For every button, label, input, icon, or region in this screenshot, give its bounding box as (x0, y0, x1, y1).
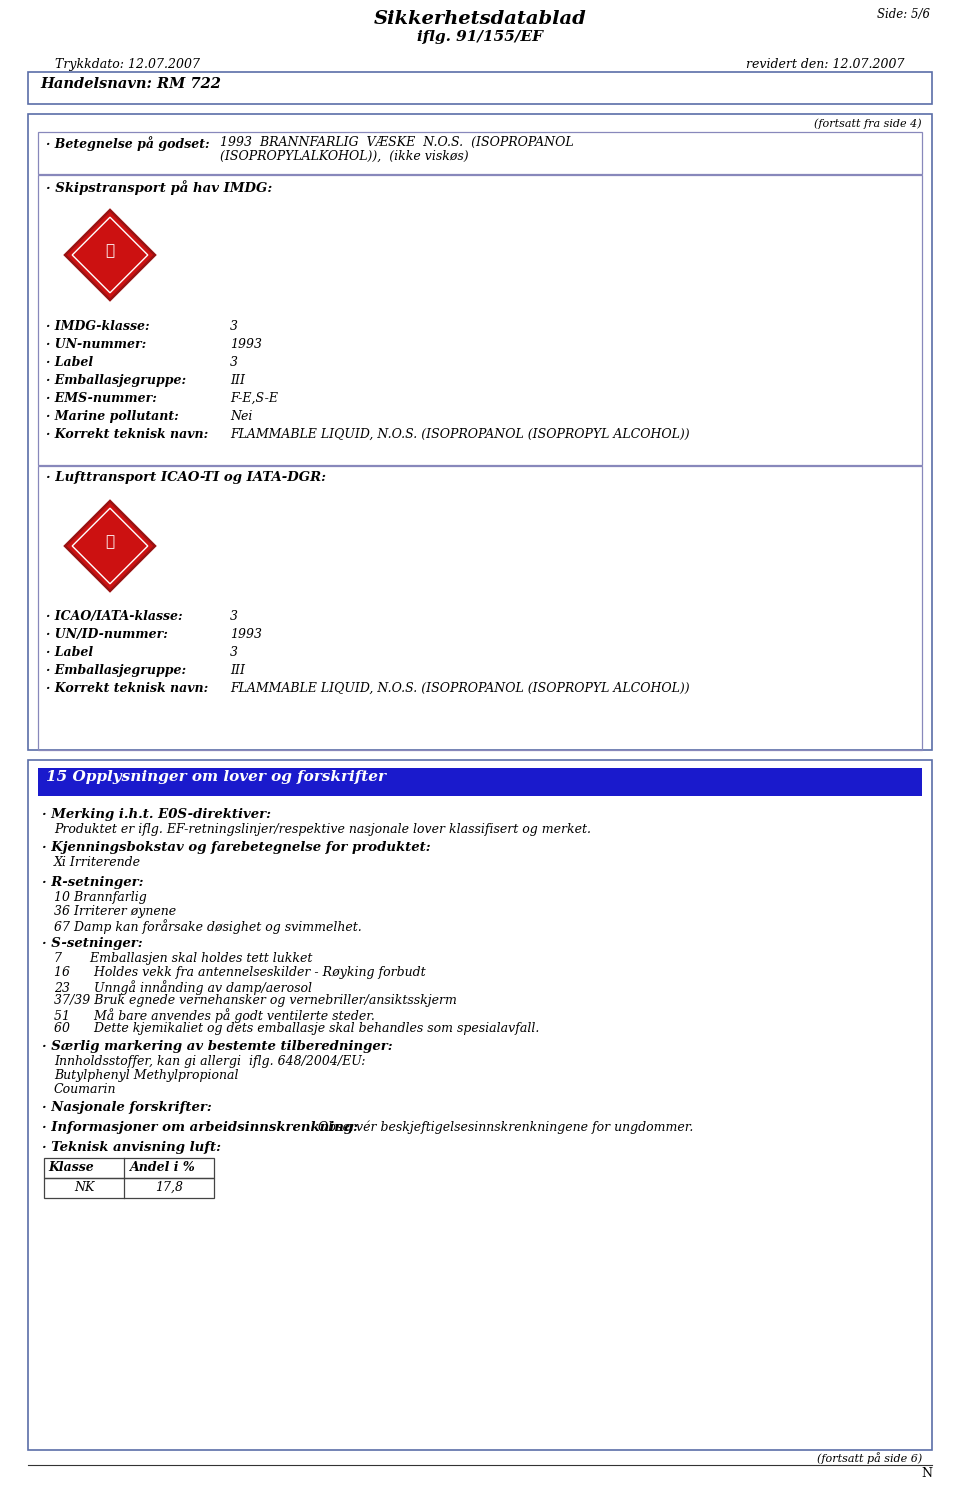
Text: Handelsnavn: RM 722: Handelsnavn: RM 722 (40, 77, 221, 91)
Bar (28, 115, 932, 750)
Text: · Betegnelse på godset:: · Betegnelse på godset: (46, 135, 209, 150)
Bar (38, 176, 922, 465)
Text: Sikkerhetsdatablad: Sikkerhetsdatablad (373, 10, 587, 28)
Text: 1993: 1993 (230, 338, 262, 351)
Text: 67 Damp kan forårsake døsighet og svimmelhet.: 67 Damp kan forårsake døsighet og svimme… (54, 919, 362, 934)
Text: Xi Irriterende: Xi Irriterende (54, 856, 141, 870)
Text: · Nasjonale forskrifter:: · Nasjonale forskrifter: (42, 1100, 212, 1114)
Text: · UN/ID-nummer:: · UN/ID-nummer: (46, 628, 168, 640)
Text: 36 Irriterer øynene: 36 Irriterer øynene (54, 905, 176, 919)
Text: Observér beskjeftigelsesinnskrenkningene for ungdommer.: Observér beskjeftigelsesinnskrenkningene… (310, 1121, 693, 1135)
Text: 1993  BRANNFARLIG  VÆSKE  N.O.S.  (ISOPROPANOL: 1993 BRANNFARLIG VÆSKE N.O.S. (ISOPROPAN… (220, 135, 574, 149)
Polygon shape (65, 500, 155, 591)
Bar (38, 466, 922, 750)
Text: Coumarin: Coumarin (54, 1083, 116, 1096)
Text: Andel i %: Andel i % (130, 1161, 196, 1173)
Text: 60      Dette kjemikaliet og dets emballasje skal behandles som spesialavfall.: 60 Dette kjemikaliet og dets emballasje … (54, 1021, 540, 1035)
Bar (38, 133, 922, 174)
Bar (44, 1178, 214, 1199)
Text: · UN-nummer:: · UN-nummer: (46, 338, 146, 351)
Text: · Emballasjegruppe:: · Emballasjegruppe: (46, 374, 186, 387)
Text: · Kjenningsbokstav og farebetegnelse for produktet:: · Kjenningsbokstav og farebetegnelse for… (42, 841, 431, 855)
Text: Trykkdato: 12.07.2007: Trykkdato: 12.07.2007 (55, 58, 200, 71)
Text: F-E,S-E: F-E,S-E (230, 392, 278, 405)
Text: · Lufttransport ICAO-TI og IATA-DGR:: · Lufttransport ICAO-TI og IATA-DGR: (46, 471, 326, 484)
Text: 3: 3 (230, 356, 238, 369)
Text: 17,8: 17,8 (155, 1181, 183, 1194)
Bar (44, 1158, 214, 1178)
Text: III: III (230, 664, 245, 677)
Text: 3: 3 (230, 610, 238, 622)
Text: 1993: 1993 (230, 628, 262, 640)
Text: Produktet er iflg. EF-retningslinjer/respektive nasjonale lover klassifisert og : Produktet er iflg. EF-retningslinjer/res… (54, 823, 591, 835)
Text: 51      Må bare anvendes på godt ventilerte steder.: 51 Må bare anvendes på godt ventilerte s… (54, 1008, 374, 1023)
Text: · Label: · Label (46, 356, 93, 369)
Text: · R-setninger:: · R-setninger: (42, 876, 143, 889)
Text: N: N (921, 1467, 932, 1480)
Text: · Emballasjegruppe:: · Emballasjegruppe: (46, 664, 186, 677)
Bar (38, 768, 922, 797)
Text: 7       Emballasjen skal holdes tett lukket: 7 Emballasjen skal holdes tett lukket (54, 951, 312, 965)
Text: 🔥: 🔥 (106, 243, 114, 258)
Polygon shape (65, 210, 155, 299)
Text: Side: 5/6: Side: 5/6 (877, 7, 930, 21)
Text: (ISOPROPYLALKOHOL)),  (ikke viskøs): (ISOPROPYLALKOHOL)), (ikke viskøs) (220, 150, 468, 162)
Text: · Skipstransport på hav IMDG:: · Skipstransport på hav IMDG: (46, 180, 273, 195)
Bar (28, 71, 932, 104)
Text: Nei: Nei (230, 409, 252, 423)
Text: iflg. 91/155/EF: iflg. 91/155/EF (417, 30, 543, 45)
Text: · Korrekt teknisk navn:: · Korrekt teknisk navn: (46, 427, 208, 441)
Text: · Teknisk anvisning luft:: · Teknisk anvisning luft: (42, 1141, 221, 1154)
Text: · S-setninger:: · S-setninger: (42, 937, 143, 950)
Text: 🔥: 🔥 (106, 535, 114, 549)
Text: NK: NK (74, 1181, 94, 1194)
Text: (fortsatt fra side 4): (fortsatt fra side 4) (814, 118, 922, 128)
Text: · IMDG-klasse:: · IMDG-klasse: (46, 320, 150, 334)
Text: 3: 3 (230, 320, 238, 334)
Text: · EMS-nummer:: · EMS-nummer: (46, 392, 156, 405)
Text: 10 Brannfarlig: 10 Brannfarlig (54, 890, 147, 904)
Text: · Label: · Label (46, 646, 93, 660)
Text: · Informasjoner om arbeidsinnskrenkning:: · Informasjoner om arbeidsinnskrenkning: (42, 1121, 358, 1135)
Text: 16      Holdes vekk fra antennelseskilder - Røyking forbudt: 16 Holdes vekk fra antennelseskilder - R… (54, 966, 425, 978)
Text: Innholdsstoffer, kan gi allergi  iflg. 648/2004/EU:: Innholdsstoffer, kan gi allergi iflg. 64… (54, 1056, 366, 1068)
Text: 3: 3 (230, 646, 238, 660)
Text: Klasse: Klasse (48, 1161, 94, 1173)
Text: · Marine pollutant:: · Marine pollutant: (46, 409, 179, 423)
Text: · Merking i.h.t. E0S-direktiver:: · Merking i.h.t. E0S-direktiver: (42, 809, 271, 820)
Text: FLAMMABLE LIQUID, N.O.S. (ISOPROPANOL (ISOPROPYL ALCOHOL)): FLAMMABLE LIQUID, N.O.S. (ISOPROPANOL (I… (230, 427, 689, 441)
Bar (28, 759, 932, 1450)
Text: (fortsatt på side 6): (fortsatt på side 6) (817, 1452, 922, 1464)
Text: 23      Unngå innånding av damp/aerosol: 23 Unngå innånding av damp/aerosol (54, 980, 312, 995)
Text: FLAMMABLE LIQUID, N.O.S. (ISOPROPANOL (ISOPROPYL ALCOHOL)): FLAMMABLE LIQUID, N.O.S. (ISOPROPANOL (I… (230, 682, 689, 695)
Text: 15 Opplysninger om lover og forskrifter: 15 Opplysninger om lover og forskrifter (46, 770, 386, 785)
Text: III: III (230, 374, 245, 387)
Text: revidert den: 12.07.2007: revidert den: 12.07.2007 (747, 58, 905, 71)
Text: · Særlig markering av bestemte tilberedninger:: · Særlig markering av bestemte tilberedn… (42, 1039, 393, 1053)
Text: · ICAO/IATA-klasse:: · ICAO/IATA-klasse: (46, 610, 182, 622)
Text: · Korrekt teknisk navn:: · Korrekt teknisk navn: (46, 682, 208, 695)
Text: Butylphenyl Methylpropional: Butylphenyl Methylpropional (54, 1069, 238, 1083)
Text: 37/39 Bruk egnede vernehansker og vernebriller/ansiktsskjerm: 37/39 Bruk egnede vernehansker og verneb… (54, 995, 457, 1007)
